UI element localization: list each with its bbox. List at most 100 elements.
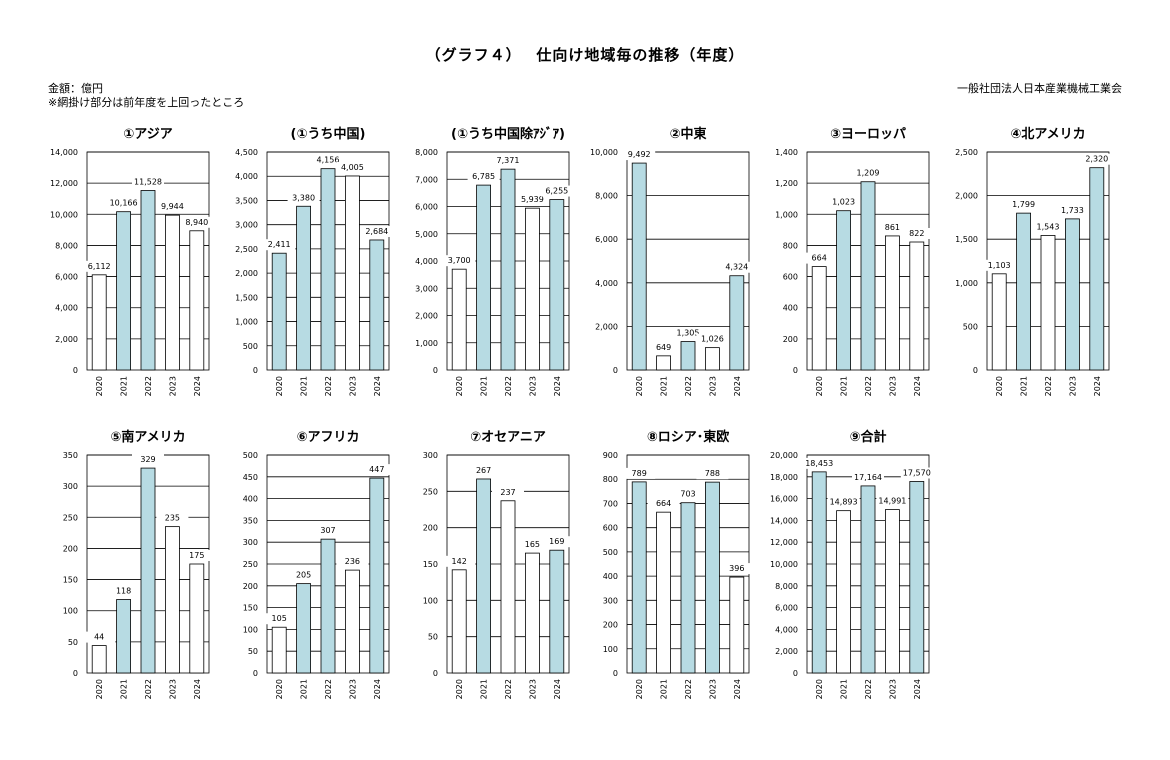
bar	[369, 239, 385, 371]
bar	[140, 467, 156, 674]
y-tick-label: 250	[423, 487, 438, 496]
value-label-bg	[263, 239, 296, 251]
value-label: 1,209	[857, 169, 880, 178]
y-tick-label: 10,000	[50, 210, 78, 219]
y-tick-label: 3,500	[235, 196, 258, 205]
bar	[189, 230, 205, 371]
x-tick-label: 2020	[635, 679, 644, 699]
x-tick-label: 2021	[300, 679, 309, 699]
value-label: 447	[369, 465, 384, 474]
y-tick-label: 8,000	[415, 148, 438, 157]
chart-svg: ⑧ロシア･東欧 0 100 200 300 400 500 600 700 800 900 789 20…	[603, 429, 753, 699]
y-tick-label: 2,000	[775, 647, 798, 656]
y-tick-label: 800	[783, 241, 798, 250]
y-tick-label: 350	[63, 451, 78, 460]
value-label: 17,164	[854, 473, 882, 482]
bar	[165, 214, 180, 371]
value-label: 7,371	[497, 156, 520, 165]
y-tick-label: 4,000	[55, 304, 78, 313]
value-label-bg	[107, 585, 140, 597]
value-label: 3,380	[292, 193, 315, 202]
chart-svg: ⑤南アメリカ 0 50 100 150 200 250 300 350 44 2020 118 2021…	[63, 429, 213, 699]
value-label-bg	[516, 194, 549, 206]
bar	[836, 510, 851, 674]
value-label-bg	[287, 192, 320, 204]
bar	[476, 184, 491, 371]
y-tick-label: 1,200	[775, 179, 798, 188]
bar	[631, 481, 647, 674]
value-label-bg	[696, 333, 729, 345]
value-label-bg	[983, 259, 1016, 271]
y-tick-label: 300	[63, 482, 78, 491]
value-label-bg	[672, 488, 704, 500]
x-tick-label: 2022	[324, 376, 333, 396]
x-tick-label: 2022	[504, 376, 513, 396]
x-tick-label: 2020	[95, 376, 104, 396]
value-label: 307	[320, 526, 335, 535]
bar	[189, 563, 205, 674]
x-tick-label: 2024	[193, 679, 202, 699]
y-tick-label: 250	[243, 560, 258, 569]
x-tick-label: 2022	[144, 679, 153, 699]
bar	[705, 481, 720, 674]
x-tick-label: 2020	[995, 376, 1004, 396]
value-label: 1,103	[988, 261, 1011, 270]
x-tick-label: 2020	[275, 679, 284, 699]
value-label-bg	[132, 176, 164, 188]
value-label-bg	[180, 216, 213, 228]
value-label-bg	[900, 228, 933, 240]
x-tick-label: 2020	[455, 679, 464, 699]
value-label-bg	[336, 556, 369, 568]
shade-note: ※網掛け部分は前年度を上回ったところ	[48, 96, 245, 109]
chart-svg: ⑥アフリカ 0 50 100 150 200 250 300 350 400 450 500 105 20…	[243, 430, 393, 699]
y-tick-label: 2,000	[55, 335, 78, 344]
value-label-bg	[720, 261, 753, 273]
page-title: （グラフ４） 仕向け地域毎の推移（年度）	[425, 46, 745, 64]
value-label: 2,411	[268, 240, 291, 249]
x-tick-label: 2021	[300, 376, 309, 396]
x-tick-label: 2021	[840, 376, 849, 396]
value-label-bg	[623, 467, 656, 479]
value-label: 4,156	[317, 156, 340, 165]
value-label-bg	[1056, 204, 1089, 216]
bar	[476, 478, 491, 674]
y-tick-label: 200	[423, 524, 438, 533]
x-tick-label: 2020	[815, 679, 824, 699]
value-label-bg	[492, 155, 524, 167]
bar	[909, 241, 925, 371]
value-label: 1,023	[832, 198, 855, 207]
bar	[345, 175, 360, 371]
bar	[680, 341, 696, 371]
y-tick-label: 4,000	[415, 257, 438, 266]
y-tick-label: 8,000	[55, 241, 78, 250]
chart-svg: ④北アメリカ 0 500 1,000 1,500 2,000 2,500 1,103 2020 1…	[955, 127, 1113, 396]
x-tick-label: 2022	[1044, 376, 1053, 396]
chart-title: ④北アメリカ	[1010, 127, 1085, 142]
y-tick-label: 300	[603, 596, 618, 605]
chart-south-america: ⑤南アメリカ 0 50 100 150 200 250 300 350 44 2020 118 2021…	[40, 425, 213, 710]
x-tick-label: 2023	[528, 679, 537, 699]
value-label: 822	[909, 229, 924, 238]
bar	[91, 274, 107, 371]
bar	[345, 569, 360, 674]
y-tick-label: 700	[603, 499, 618, 508]
bar	[296, 583, 311, 674]
y-tick-label: 150	[63, 576, 78, 585]
value-label-bg	[287, 569, 320, 581]
value-label: 4,005	[341, 163, 364, 172]
bar	[680, 502, 696, 674]
value-label: 10,166	[110, 199, 138, 208]
value-label-bg	[516, 539, 549, 551]
bar	[860, 485, 876, 674]
chart-svg: (①うち中国) 0 500 1,000 1,500 2,000 2,500 3,000 3,50…	[235, 126, 393, 396]
value-label-bg	[180, 550, 213, 561]
value-label: 4,324	[725, 263, 748, 272]
x-tick-label: 2020	[455, 376, 464, 396]
x-tick-label: 2024	[913, 679, 922, 699]
value-label-bg	[852, 167, 884, 179]
value-label-bg	[876, 221, 909, 233]
chart-oceania: ⑦オセアニア 0 50 100 150 200 250 300 142 2020 267 2021 23…	[400, 425, 573, 710]
value-label: 235	[165, 514, 180, 523]
y-tick-label: 1,000	[235, 318, 258, 327]
bar	[885, 235, 900, 371]
